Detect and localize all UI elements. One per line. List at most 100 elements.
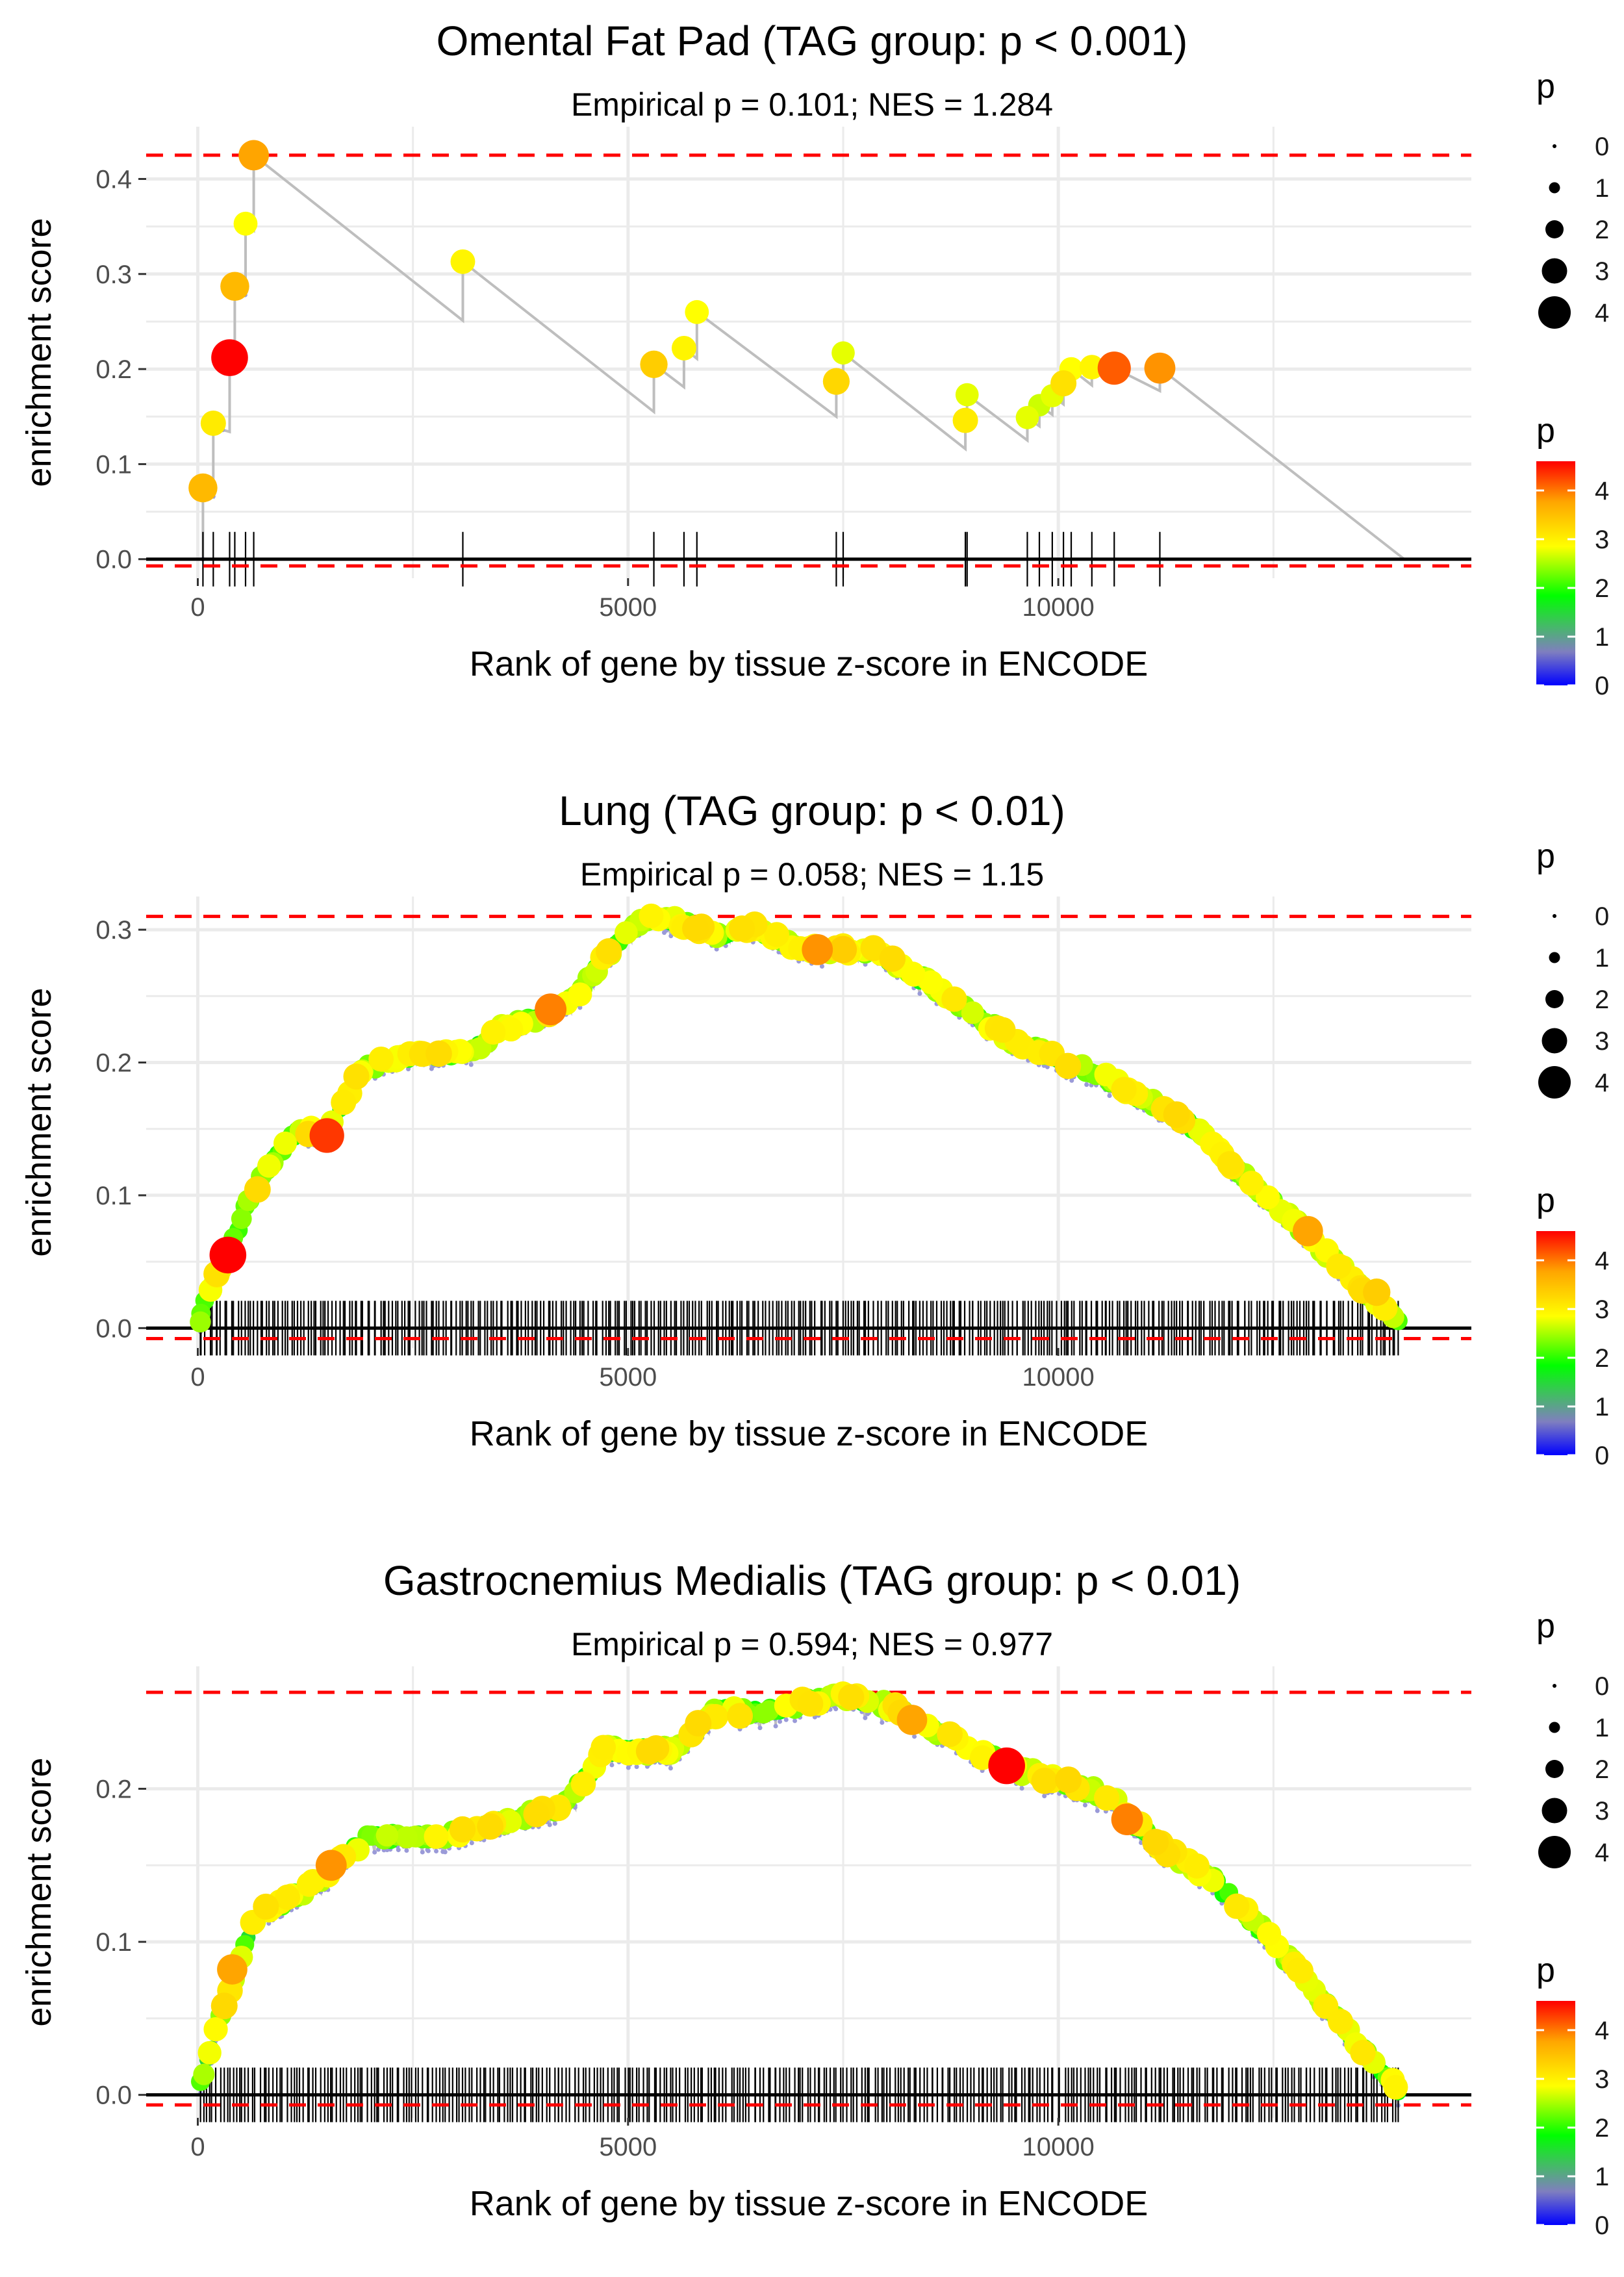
hit-point — [1163, 1101, 1190, 1128]
color-legend-label: 1 — [1595, 2163, 1609, 2191]
hit-point — [635, 1738, 663, 1765]
hit-point — [273, 1131, 298, 1155]
y-axis: 0.0 0.1 0.2 — [95, 1775, 146, 2110]
color-legend-bar — [1536, 2001, 1575, 2225]
hit-point — [596, 938, 622, 965]
hit-point — [879, 945, 906, 973]
hit-point — [523, 1801, 550, 1827]
x-tick-label: 0 — [190, 593, 205, 622]
curve-vertex-point — [793, 1718, 798, 1724]
hit-point — [535, 993, 567, 1026]
hit-point — [1111, 1076, 1137, 1102]
color-legend-label: 4 — [1595, 1247, 1609, 1275]
size-legend-label: 2 — [1595, 1755, 1609, 1784]
color-legend-label: 3 — [1595, 2065, 1609, 2094]
x-tick-label: 10000 — [1022, 1363, 1095, 1392]
y-axis-title: enrichment score — [19, 1757, 58, 2026]
y-tick-label: 0.1 — [95, 450, 132, 479]
size-legend-key — [1545, 220, 1564, 238]
curve-vertex-point — [668, 934, 674, 939]
color-legend-label: 2 — [1595, 574, 1609, 603]
curve-vertex-point — [917, 991, 922, 997]
chart-subtitle: Empirical p = 0.058; NES = 1.15 — [580, 856, 1044, 893]
hit-point — [217, 1954, 247, 1985]
size-legend-label: 1 — [1595, 944, 1609, 973]
curve-vertex-point — [833, 1707, 839, 1712]
hit-point — [797, 1690, 824, 1717]
color-legend-label: 3 — [1595, 526, 1609, 554]
curve-vertex-point — [469, 1840, 474, 1846]
hit-points — [188, 140, 1176, 503]
x-tick-label: 10000 — [1022, 593, 1095, 622]
hit-point — [368, 1046, 394, 1072]
hit-point — [1054, 1052, 1082, 1080]
x-tick-label: 5000 — [599, 1363, 657, 1392]
curve-vertex-point — [668, 1766, 673, 1771]
size-legend-key — [1549, 1722, 1560, 1733]
y-tick-label: 0.3 — [95, 261, 132, 289]
color-legend-label: 2 — [1595, 1344, 1609, 1373]
hit-point — [1286, 1957, 1312, 1983]
hit-point — [952, 407, 978, 433]
hit-point — [900, 961, 925, 986]
hit-point — [244, 1176, 271, 1203]
hit-point — [395, 1826, 418, 1849]
curve-vertex-point — [1019, 1786, 1024, 1791]
x-axis-title: Rank of gene by tissue z-score in ENCODE — [470, 2184, 1148, 2223]
curve-vertex-point — [819, 963, 824, 969]
color-legend-label: 0 — [1595, 672, 1609, 700]
hit-point — [671, 335, 696, 361]
hit-point — [1142, 1828, 1169, 1856]
hit-point — [590, 1735, 616, 1761]
panel-3: Gastrocnemius Medialis (TAG group: p < 0… — [19, 1557, 1609, 2240]
hit-point — [449, 1816, 476, 1843]
curve-vertex-point — [420, 1850, 425, 1855]
hit-point — [1292, 1215, 1323, 1247]
hit-point — [758, 1700, 780, 1722]
y-tick-label: 0.0 — [95, 546, 132, 574]
curve-vertex-point — [404, 1848, 409, 1853]
hit-point — [682, 915, 709, 942]
curve-vertex-point — [912, 1734, 917, 1739]
size-legend-label: 4 — [1595, 1069, 1609, 1097]
hit-point — [257, 1154, 281, 1178]
size-legend-key — [1549, 952, 1560, 963]
hit-point — [639, 903, 664, 928]
size-legend-label: 4 — [1595, 299, 1609, 327]
curve-vertex-point — [863, 1715, 868, 1720]
hit-point — [1097, 351, 1131, 385]
hit-point — [1015, 405, 1039, 429]
size-legend-title: p — [1536, 68, 1555, 105]
x-tick-label: 5000 — [599, 2133, 657, 2161]
hit-point — [203, 2016, 228, 2042]
curve-vertex-point — [880, 1720, 885, 1725]
x-tick-label: 0 — [190, 1363, 205, 1392]
curve-vertex-point — [1095, 1808, 1100, 1813]
size-legend-key — [1538, 1066, 1571, 1099]
hit-point — [1224, 1893, 1250, 1919]
hit-points — [190, 903, 1408, 1333]
hit-point — [1328, 2009, 1354, 2035]
grid — [146, 897, 1471, 1348]
hit-point — [838, 1684, 865, 1711]
hit-point — [1079, 355, 1104, 380]
color-legend-bar — [1536, 461, 1575, 685]
size-legend-key — [1542, 1798, 1567, 1824]
x-axis: 0 5000 10000 — [190, 2118, 1095, 2161]
hit-point — [941, 986, 967, 1012]
size-legend-label: 1 — [1595, 1714, 1609, 1742]
hit-point — [1184, 1853, 1210, 1879]
chart-subtitle: Empirical p = 0.594; NES = 0.977 — [571, 1626, 1053, 1662]
curve-vertex-point — [1107, 1093, 1112, 1099]
hit-point — [477, 1813, 504, 1840]
chart-title: Gastrocnemius Medialis (TAG group: p < 0… — [383, 1557, 1241, 1604]
curve-vertex-point — [714, 947, 719, 952]
hit-point — [822, 368, 850, 395]
hit-point — [896, 1705, 928, 1735]
y-tick-label: 0.3 — [95, 916, 132, 945]
y-tick-label: 0.0 — [95, 1314, 132, 1343]
curve-vertex-point — [442, 1850, 448, 1855]
size-legend-label: 0 — [1595, 133, 1609, 161]
y-axis: 0.0 0.1 0.2 0.3 — [95, 916, 146, 1343]
size-legend-key — [1549, 182, 1560, 194]
